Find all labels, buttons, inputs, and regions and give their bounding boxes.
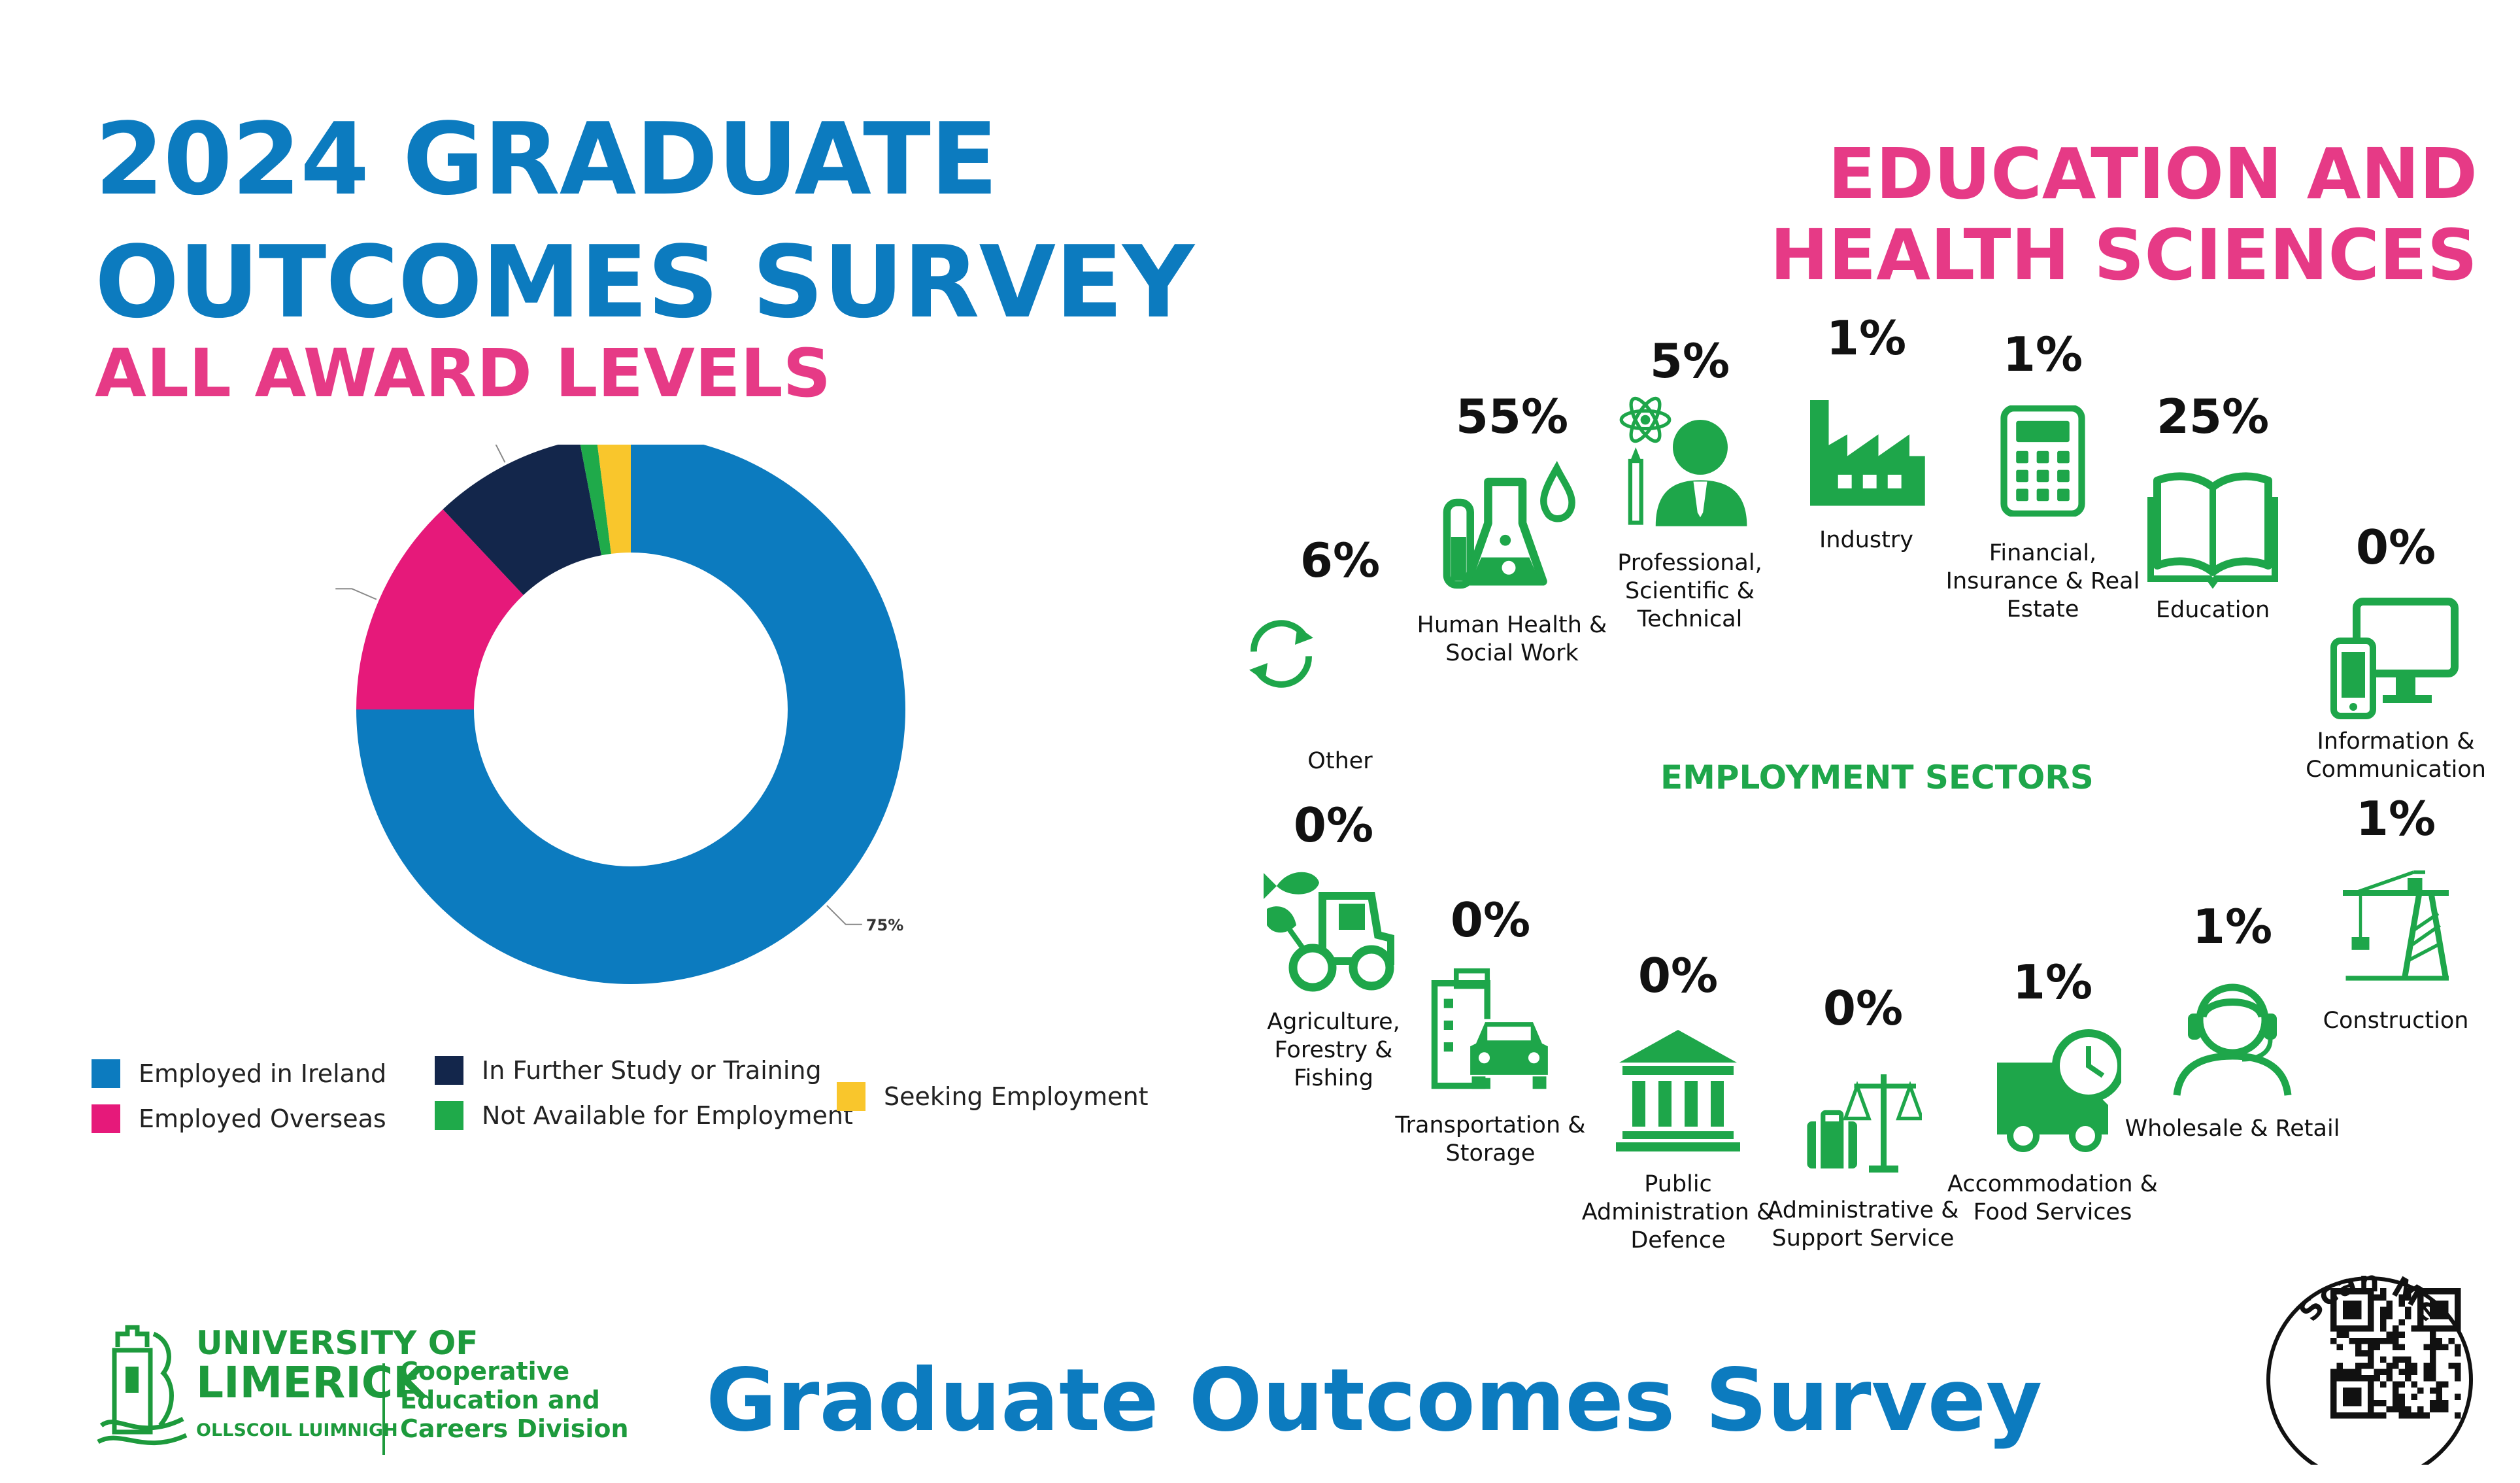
legend-swatch <box>837 1082 865 1111</box>
sector-label: Accommodation & Food Services <box>1947 1171 2158 1225</box>
sector-percent: 0% <box>1293 798 1374 853</box>
university-name: UNIVERSITY OF LIMERICK <box>196 1326 478 1406</box>
qr-code-block[interactable]: Scan Me <box>2262 1249 2478 1483</box>
legend-col-1: Employed in Ireland Employed Overseas <box>92 1059 386 1133</box>
sector-percent: 0% <box>1823 981 1904 1036</box>
professional-icon <box>1618 392 1755 530</box>
sector-percent: 25% <box>2156 389 2270 444</box>
legend-item: In Further Study or Training <box>435 1056 853 1085</box>
legend-col-2: In Further Study or Training Not Availab… <box>435 1056 853 1130</box>
legend-item: Employed Overseas <box>92 1104 386 1133</box>
sector-percent: 55% <box>1455 389 1569 444</box>
sector-label: Industry <box>1819 527 1913 553</box>
sector-percent: 1% <box>2355 791 2436 846</box>
title-line-2: OUTCOMES SURVEY <box>95 224 1194 340</box>
donut-leader-line <box>335 588 377 600</box>
calculator-icon <box>1987 392 2098 530</box>
factory-icon <box>1796 388 1936 512</box>
legend-item: Employed in Ireland <box>92 1059 386 1088</box>
university-name-line-2: LIMERICK <box>196 1357 427 1408</box>
sector-label: Education <box>2155 597 2270 623</box>
legend-label: Seeking Employment <box>884 1082 1149 1111</box>
sector-label: Information & Communication <box>2306 728 2486 783</box>
university-name-line-1: UNIVERSITY OF <box>196 1324 479 1362</box>
flask-icon <box>1440 454 1577 592</box>
sector-label: Professional, Scientific & Technical <box>1617 550 1762 632</box>
faculty-line-1: EDUCATION AND <box>1828 134 2478 215</box>
donut-data-label: 9% <box>446 445 473 449</box>
qr-badge: Scan Me <box>2266 1265 2473 1483</box>
page-subtitle: ALL AWARD LEVELS <box>95 335 832 413</box>
footer-title: Graduate Outcomes Survey <box>706 1350 2043 1451</box>
sector-label: Public Administration & Defence <box>1581 1171 1775 1253</box>
division-name: Cooperative Education and Careers Divisi… <box>400 1357 629 1443</box>
division-line-2: Education and <box>400 1386 600 1414</box>
sector-percent: 1% <box>2192 899 2273 954</box>
refresh-icon <box>1235 608 1327 700</box>
headset-icon <box>2167 968 2298 1099</box>
car-building-icon <box>1425 968 1556 1092</box>
division-line-3: Careers Division <box>400 1414 629 1443</box>
legend-label: In Further Study or Training <box>482 1056 822 1085</box>
legend-swatch <box>435 1056 463 1085</box>
sector-percent: 6% <box>1300 533 1381 588</box>
sector-label: Wholesale & Retail <box>2125 1116 2340 1142</box>
donut-slice <box>356 509 524 709</box>
sector-label: Other <box>1307 748 1373 774</box>
government-building-icon <box>1609 1023 1747 1154</box>
devices-icon <box>2330 592 2461 723</box>
tractor-icon <box>1260 863 1398 994</box>
legend-label: Employed Overseas <box>139 1104 386 1133</box>
faculty-line-2: HEALTH SCIENCES <box>1770 215 2478 296</box>
sector-percent: 5% <box>1649 333 1730 388</box>
legend-swatch <box>92 1059 120 1088</box>
sector-label: Human Health & Social Work <box>1417 612 1607 666</box>
scales-briefcase-icon <box>1794 1063 1932 1180</box>
employment-sectors-title: EMPLOYMENT SECTORS <box>1660 759 2094 796</box>
university-logo-icon <box>97 1325 188 1446</box>
legend-swatch <box>92 1104 120 1133</box>
sector-label: Agriculture, Forestry & Fishing <box>1267 1009 1400 1091</box>
sector-label: Financial, Insurance & Real Estate <box>1945 540 2140 622</box>
donut-slice <box>443 445 602 596</box>
donut-data-label: 75% <box>866 916 903 934</box>
sector-percent: 1% <box>1826 311 1907 366</box>
donut-chart: 75%13%9%1%2% <box>335 445 905 984</box>
sector-percent: 0% <box>1638 948 1719 1003</box>
donut-leader-line <box>495 445 506 463</box>
donut-slice <box>597 445 631 554</box>
university-irish-name: OLLSCOIL LUIMNIGH <box>196 1420 398 1440</box>
faculty-title: EDUCATION AND HEALTH SCIENCES <box>1770 134 2478 296</box>
sector-label: Construction <box>2323 1008 2469 1034</box>
page-title: 2024 GRADUATE OUTCOMES SURVEY <box>95 98 1194 344</box>
logo-divider <box>382 1363 385 1455</box>
legend-item: Seeking Employment <box>837 1082 1149 1111</box>
donut-leader-line <box>826 905 862 925</box>
donut-slice <box>356 445 905 984</box>
sector-percent: 0% <box>1450 893 1531 947</box>
legend-swatch <box>435 1101 463 1130</box>
book-icon <box>2138 458 2288 588</box>
legend-label: Not Available for Employment <box>482 1101 853 1130</box>
sector-percent: 1% <box>2002 327 2083 382</box>
donut-slice <box>580 445 611 556</box>
sector-percent: 1% <box>2012 955 2093 1010</box>
legend-label: Employed in Ireland <box>139 1059 387 1088</box>
delivery-truck-icon <box>1987 1023 2125 1154</box>
sector-percent: 0% <box>2355 520 2436 575</box>
legend-col-3: Seeking Employment <box>837 1082 1149 1111</box>
qr-code-icon <box>2330 1288 2461 1419</box>
division-line-1: Cooperative <box>400 1357 570 1386</box>
title-line-1: 2024 GRADUATE <box>95 101 998 217</box>
sector-label: Transportation & Storage <box>1395 1112 1586 1167</box>
sector-label: Administrative & Support Service <box>1767 1197 1959 1252</box>
legend-item: Not Available for Employment <box>435 1101 853 1130</box>
